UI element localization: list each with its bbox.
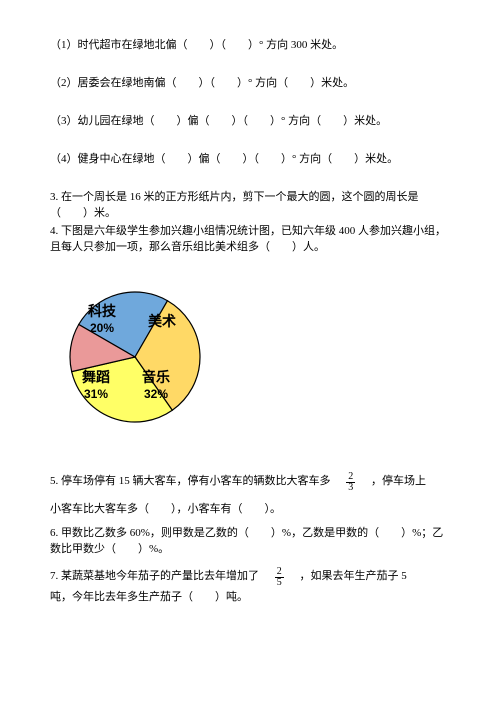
pie-chart: 美术音乐 32% 舞蹈 31% 科技 20% xyxy=(50,272,450,442)
question-5-line2: 小客车比大客车多（ ），小客车有（ ）。 xyxy=(50,502,450,518)
fraction-2-3: 2 3 xyxy=(346,472,355,493)
pie-slice-label: 音乐 xyxy=(142,369,170,385)
question-5-pre: 5. 停车场停有 15 辆大客车，停有小客车的辆数比大客车多 xyxy=(50,475,342,487)
question-4: 4. 下图是六年级学生参加兴趣小组情况统计图，已知六年级 400 人参加兴趣小组… xyxy=(50,224,450,256)
question-6: 6. 甲数比乙数多 60%，则甲数是乙数的（ ）%，乙数是甲数的（ ）%；乙数比… xyxy=(50,526,450,558)
pie-slice-pct: 20% xyxy=(90,321,114,335)
pie-slice-pct: 32% xyxy=(144,387,168,401)
question-1-3: （3）幼儿园在绿地（ ）偏（ ）（ ）° 方向（ ）米处。 xyxy=(50,114,450,130)
question-7-post: ，如果去年生产茄子 5 xyxy=(289,570,407,582)
question-1-4: （4）健身中心在绿地（ ）偏（ ）（ ）° 方向（ ）米处。 xyxy=(50,152,450,168)
pie-slice-label: 舞蹈 xyxy=(82,369,110,385)
fraction-2-5: 2 5 xyxy=(275,567,284,588)
question-1-1: （1）时代超市在绿地北偏（ ）（ ）° 方向 300 米处。 xyxy=(50,38,450,54)
question-5-post: ，停车场上 xyxy=(360,475,426,487)
pie-slice-label: 科技 xyxy=(88,303,117,319)
question-7-line2: 吨，今年比去年多生产茄子（ ）吨。 xyxy=(50,590,450,606)
question-7-line1: 7. 某蔬菜基地今年茄子的产量比去年增加了 2 5 ，如果去年生产茄子 5 xyxy=(50,567,450,588)
question-3: 3. 在一个周长是 16 米的正方形纸片内，剪下一个最大的圆，这个圆的周长是（ … xyxy=(50,190,450,222)
question-1-2: （2）居委会在绿地南偏（ ）（ ）° 方向（ ）米处。 xyxy=(50,76,450,92)
question-5-line1: 5. 停车场停有 15 辆大客车，停有小客车的辆数比大客车多 2 3 ，停车场上 xyxy=(50,472,450,493)
pie-slice-pct: 31% xyxy=(84,387,108,401)
pie-slice-label: 美术 xyxy=(148,313,176,329)
question-7-pre: 7. 某蔬菜基地今年茄子的产量比去年增加了 xyxy=(50,570,270,582)
